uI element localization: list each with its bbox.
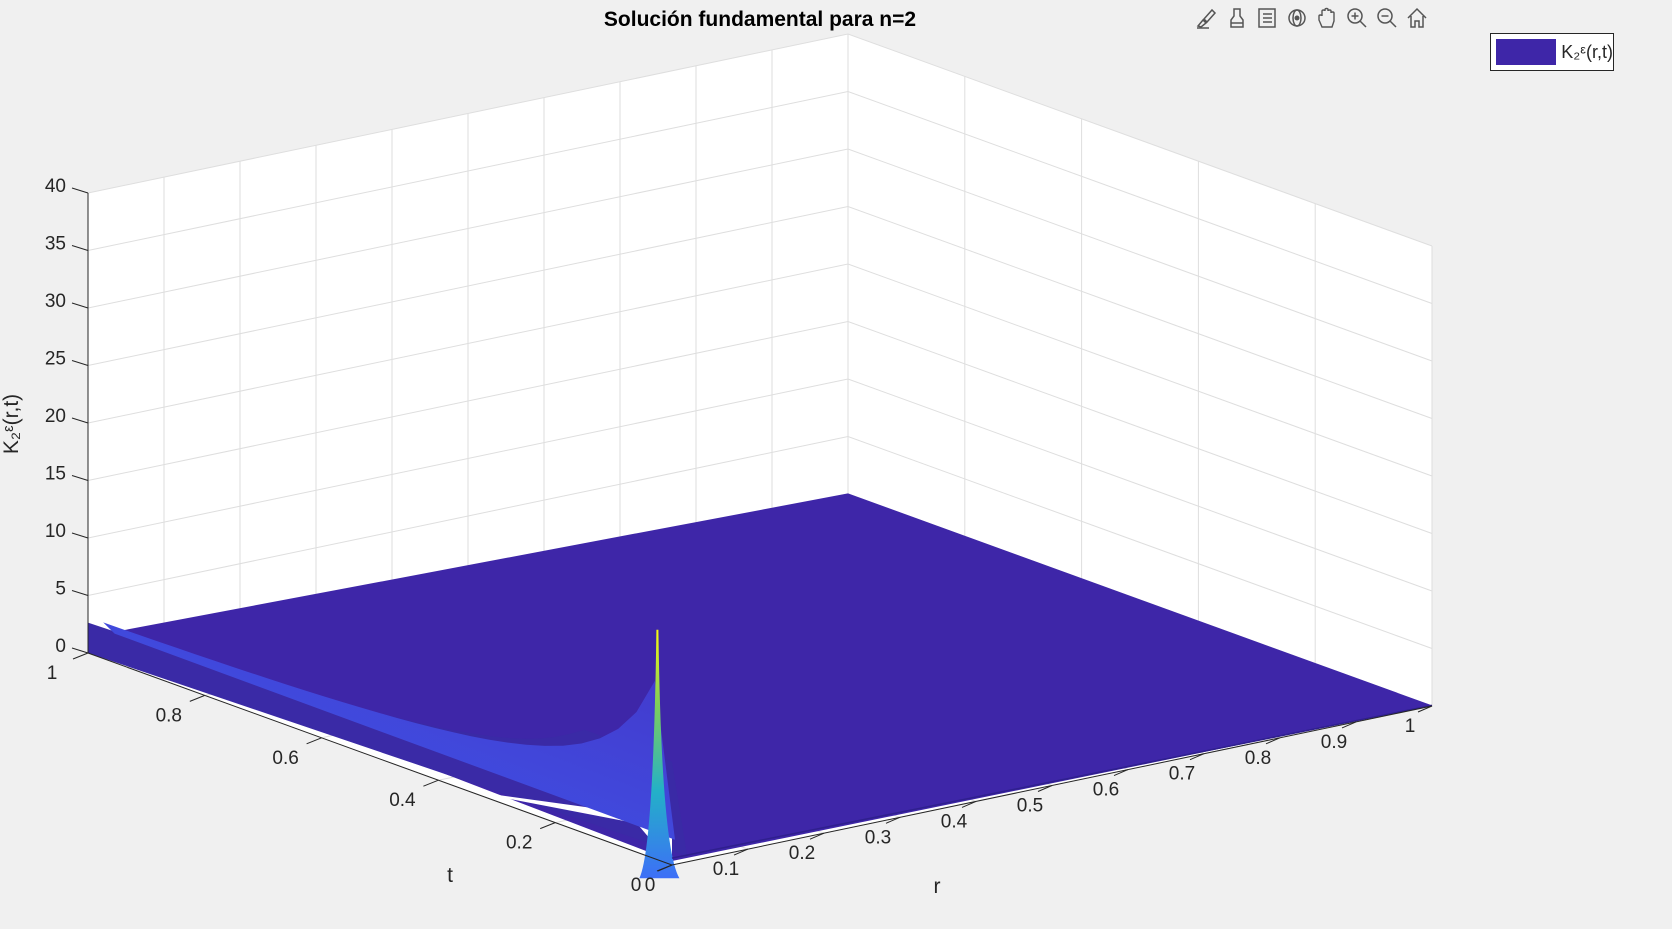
y-tick [306,737,322,745]
legend[interactable]: K₂ᵋ(r,t) [1490,33,1614,71]
y-tick-label: 0.8 [156,705,182,726]
surface-ridge [103,622,675,840]
x-tick-label: 1 [1405,716,1416,737]
x-tick-label: 0.2 [789,843,815,864]
z-tick-label: 5 [55,579,66,600]
z-tick [71,302,89,309]
surface-mesh [88,493,1433,879]
y-tick [189,694,205,702]
y-tick [423,779,439,787]
x-tick-label: 0.8 [1245,748,1271,769]
z-tick-label: 10 [45,521,66,542]
pan-icon[interactable] [1314,4,1340,32]
y-axis-line [87,652,673,866]
zoom-out-icon[interactable] [1374,4,1400,32]
grid-line-z [87,263,1433,477]
z-tick-label: 25 [45,349,66,370]
x-tick-label: 0.4 [941,811,968,832]
grid-line-z [87,320,1433,534]
x-tick-label: 0.9 [1321,732,1347,753]
x-tick-label: 0.1 [713,859,739,880]
y-tick-label: 0.6 [272,748,298,769]
axes-toolbar [1194,4,1430,34]
z-tick [71,245,89,251]
z-tick [71,647,89,654]
surface-fold [88,622,688,857]
restore-view-icon[interactable] [1404,4,1430,32]
y-tick-label: 0 [631,875,642,896]
x-tick-label: 0.5 [1017,796,1043,817]
x-tick [1037,785,1053,792]
z-tick [71,417,89,424]
z-tick-label: 0 [55,636,66,657]
legend-entry-label: K₂ᵋ(r,t) [1561,41,1613,62]
z-tick-label: 35 [45,234,66,255]
surface-sheet [88,493,1432,861]
grid-line-z [87,205,1433,419]
z-tick-label: 15 [45,464,66,485]
zoom-in-icon[interactable] [1344,4,1370,32]
x-tick [1189,753,1205,761]
surface-gap [467,790,672,865]
y-tick-label: 0.4 [389,790,416,811]
axes-ticks: 00.10.20.30.40.50.60.70.80.9100.20.40.60… [45,176,1433,896]
z-tick [71,475,89,481]
brush-data-icon[interactable] [1194,4,1220,32]
grid-line-z [87,378,1433,592]
grid-line-z [87,90,1433,304]
x-tick [1265,737,1281,745]
x-tick [885,816,901,824]
legend-swatch [1496,39,1557,65]
z-tick-label: 40 [45,176,66,197]
x-tick [961,800,977,808]
rotate-3d-icon[interactable] [1284,4,1310,32]
y-axis-label: t [447,864,453,887]
surface-front-edge [671,704,1433,859]
grid-line-z [87,435,1433,649]
z-tick-label: 30 [45,291,66,312]
data-tips-icon[interactable] [1254,4,1280,32]
x-tick [733,848,749,856]
z-tick [71,187,89,194]
x-tick [1417,705,1433,713]
x-tick [809,832,825,840]
y-tick-label: 0.2 [506,833,532,854]
y-tick [540,822,556,830]
x-tick-label: 0.6 [1093,780,1119,801]
z-tick-label: 20 [45,406,66,427]
z-tick [71,590,89,596]
grid-line-z [87,148,1433,362]
link-brush-icon[interactable] [1224,4,1250,32]
x-tick-label: 0 [645,875,656,896]
x-axis-label: r [934,875,941,898]
y-tick [72,652,89,660]
surface-spike [639,629,680,879]
x-tick [1113,769,1129,777]
x-tick [1341,721,1357,729]
z-axis-label: K₂ᵋ(r,t) [0,394,23,454]
grid-line-z [87,33,1433,247]
z-tick [71,360,89,366]
z-tick [71,532,89,539]
x-tick-label: 0.3 [865,827,891,848]
chart-title: Solución fundamental para n=2 [604,8,916,31]
x-tick-label: 0.7 [1169,764,1195,785]
y-tick [656,864,673,872]
y-tick-label: 1 [47,663,58,684]
